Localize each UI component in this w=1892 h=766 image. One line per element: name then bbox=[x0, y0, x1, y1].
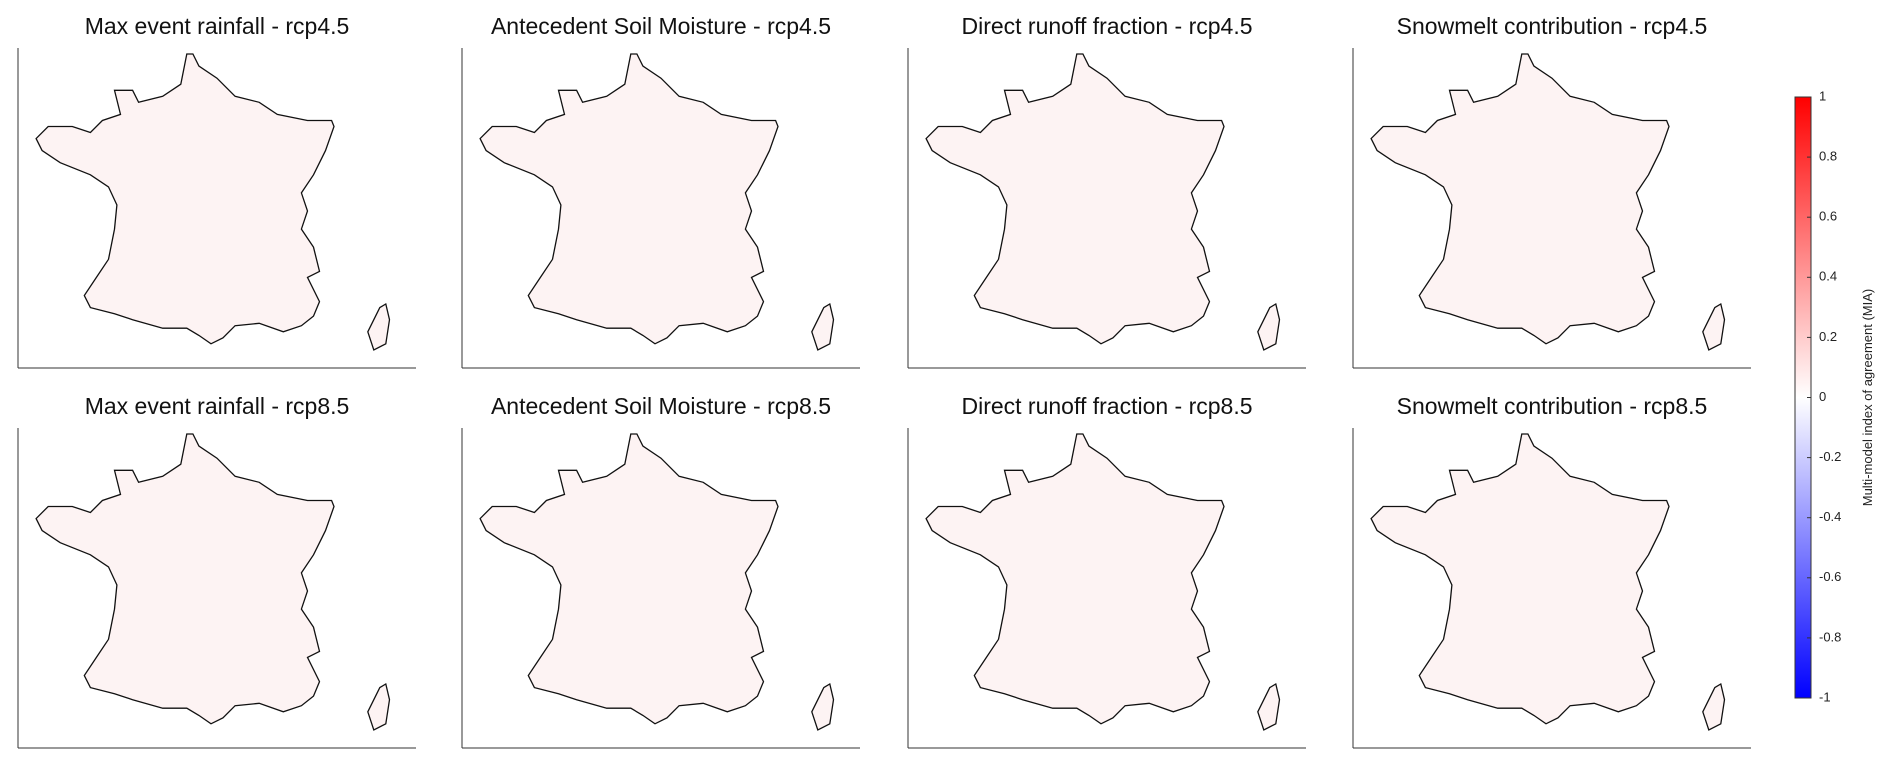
island-outline bbox=[811, 302, 835, 351]
island-outline bbox=[367, 682, 391, 731]
country-outline bbox=[479, 433, 779, 725]
country-outline bbox=[35, 433, 335, 725]
country-outline bbox=[479, 53, 779, 345]
panel-title: Max event rainfall - rcp4.5 bbox=[85, 13, 350, 39]
country-outline bbox=[1370, 53, 1670, 345]
colorbar-tick-label: 0.6 bbox=[1819, 209, 1837, 224]
country-outline bbox=[925, 433, 1225, 725]
panel-title: Direct runoff fraction - rcp8.5 bbox=[961, 393, 1252, 419]
panel-title: Antecedent Soil Moisture - rcp4.5 bbox=[491, 13, 831, 39]
colorbar-tick-label: -0.8 bbox=[1819, 629, 1841, 644]
island-outline bbox=[1702, 682, 1726, 731]
panel-title: Snowmelt contribution - rcp8.5 bbox=[1397, 393, 1708, 419]
colorbar-tick-label: 0.8 bbox=[1819, 149, 1837, 164]
island-outline bbox=[1702, 302, 1726, 351]
panel-title: Direct runoff fraction - rcp4.5 bbox=[961, 13, 1252, 39]
colorbar-tick-label: 0.4 bbox=[1819, 269, 1837, 284]
island-outline bbox=[367, 302, 391, 351]
panel-title: Max event rainfall - rcp8.5 bbox=[85, 393, 350, 419]
colorbar-tick-label: -0.2 bbox=[1819, 449, 1841, 464]
island-outline bbox=[1257, 302, 1281, 351]
island-outline bbox=[1257, 682, 1281, 731]
panel-title: Antecedent Soil Moisture - rcp8.5 bbox=[491, 393, 831, 419]
island-outline bbox=[811, 682, 835, 731]
colorbar-tick-label: -0.6 bbox=[1819, 569, 1841, 584]
colorbar-tick-label: -1 bbox=[1819, 689, 1831, 704]
country-outline bbox=[1370, 433, 1670, 725]
country-outline bbox=[925, 53, 1225, 345]
panel-title: Snowmelt contribution - rcp4.5 bbox=[1397, 13, 1708, 39]
colorbar-tick-label: 1 bbox=[1819, 88, 1826, 103]
country-outline bbox=[35, 53, 335, 345]
colorbar-label: Multi-model index of agreement (MIA) bbox=[1860, 289, 1875, 506]
colorbar-tick-label: -0.4 bbox=[1819, 509, 1841, 524]
colorbar-tick-label: 0.2 bbox=[1819, 329, 1837, 344]
colorbar-tick-label: 0 bbox=[1819, 389, 1826, 404]
